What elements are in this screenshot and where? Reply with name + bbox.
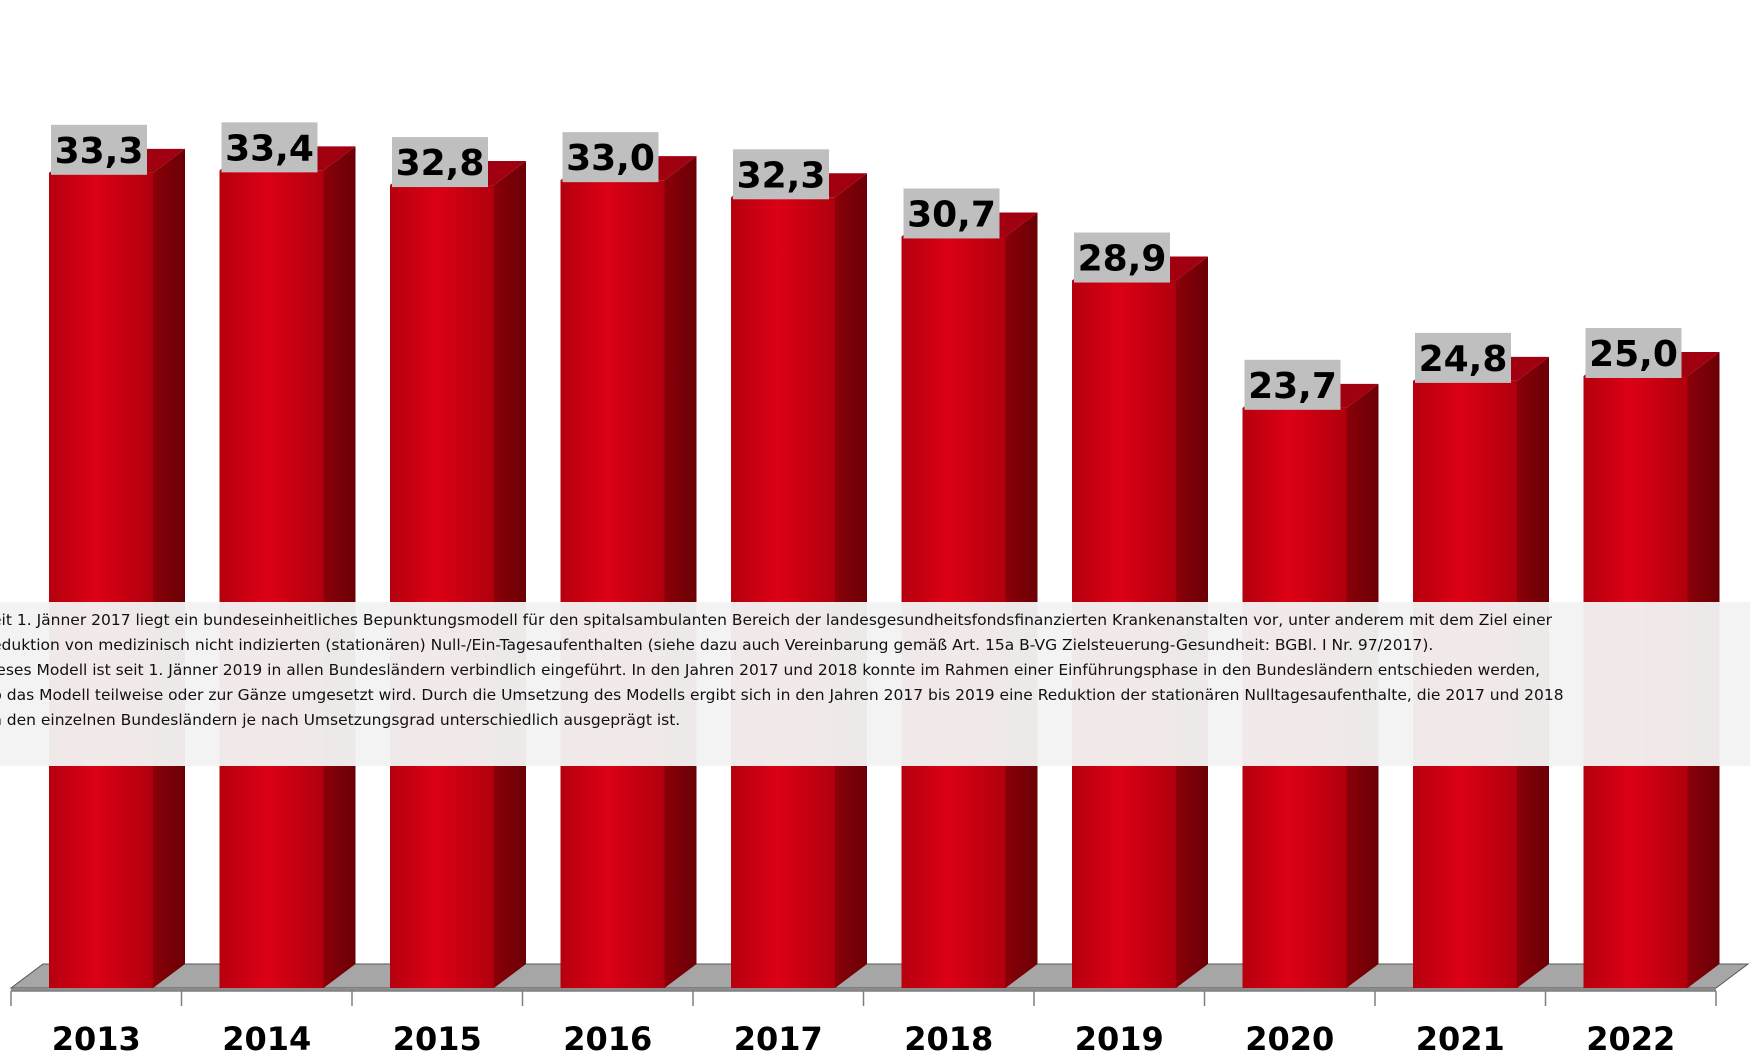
data-label-box (392, 137, 488, 188)
note-line: eit 1. Jänner 2017 liegt ein bundeseinhe… (0, 611, 1553, 629)
data-label: 28,9 (1078, 239, 1167, 280)
x-tick-label: 2014 (222, 1020, 311, 1056)
bar (49, 172, 153, 989)
data-label-box (1244, 359, 1341, 410)
floor-edge (11, 988, 1716, 991)
data-label-box (1074, 232, 1170, 283)
bar-side (664, 156, 697, 988)
bars-group (49, 146, 1720, 989)
bar-side (153, 148, 185, 989)
x-tick-label: 2020 (1245, 1020, 1334, 1056)
data-label: 33,3 (55, 131, 144, 172)
bar-side (494, 161, 526, 988)
data-label: 32,3 (737, 155, 826, 196)
bar-side (1005, 212, 1038, 989)
data-label-box (903, 188, 1000, 239)
x-tick-label: 2022 (1586, 1020, 1675, 1056)
data-label: 33,0 (566, 138, 655, 179)
bar (390, 185, 494, 988)
x-tick-label: 2021 (1416, 1020, 1505, 1056)
data-label-box (51, 124, 147, 175)
data-label-box (562, 132, 659, 183)
bar-side (835, 173, 867, 988)
x-tick-label: 2017 (734, 1020, 823, 1056)
x-tick-label: 2018 (904, 1020, 993, 1056)
data-label: 30,7 (907, 194, 996, 235)
note-line: ieses Modell ist seit 1. Jänner 2019 in … (0, 661, 1541, 679)
x-tick-label: 2013 (52, 1020, 141, 1056)
value-labels-group: 33,3 33,4 32,8 33,0 32,3 30,7 28,9 23,7 24,8 25,0 (51, 122, 1682, 410)
x-tick-label: 2019 (1075, 1020, 1164, 1056)
data-label: 33,4 (225, 128, 314, 169)
data-label: 32,8 (396, 143, 485, 184)
data-label: 25,0 (1589, 334, 1678, 375)
data-label: 24,8 (1419, 339, 1508, 380)
note-line: n den einzelnen Bundesländern je nach Um… (0, 711, 681, 729)
data-label-box (1585, 328, 1682, 378)
note-line: b das Modell teilweise oder zur Gänze um… (0, 686, 1564, 704)
bar (731, 197, 835, 988)
bar (560, 180, 665, 988)
bar (219, 170, 324, 989)
bar-side (323, 146, 356, 989)
data-label-box (1415, 332, 1511, 383)
data-label-box (221, 122, 318, 173)
data-label-box (733, 149, 829, 200)
x-tick-label: 2015 (393, 1020, 482, 1056)
note-box: eit 1. Jänner 2017 liegt ein bundeseinhe… (0, 602, 1750, 766)
note-line: eduktion von medizinisch nicht indiziert… (0, 636, 1434, 654)
x-tick-label: 2016 (563, 1020, 652, 1056)
data-label: 23,7 (1248, 366, 1337, 407)
x-axis: 2013 2014 2015 2016 2017 2018 2019 2020 2021 2022 (10, 990, 1717, 1056)
